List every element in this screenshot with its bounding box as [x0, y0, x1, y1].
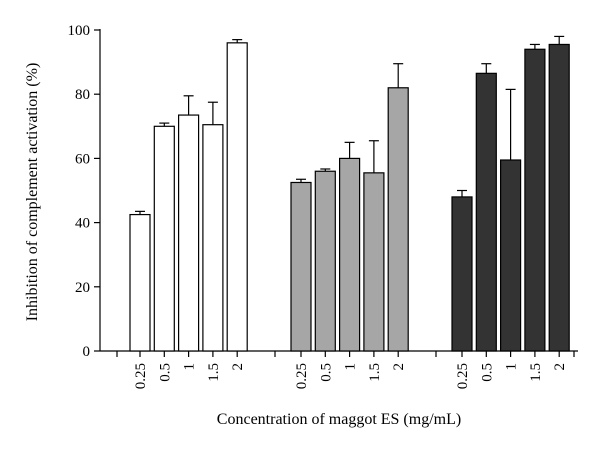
x-tick-label-g3-2: 1 — [504, 363, 520, 371]
error-bars — [135, 35, 565, 215]
bar-g3-0 — [451, 196, 473, 352]
x-tick-label-g3-3: 1.5 — [528, 363, 544, 382]
x-tick-label-g1-3: 1.5 — [206, 363, 222, 382]
bar-g3-1 — [475, 72, 497, 352]
bar-g2-2 — [339, 157, 361, 352]
x-axis — [100, 350, 578, 357]
bar-g3-2 — [500, 159, 522, 352]
y-tick-label-1: 20 — [75, 280, 90, 296]
x-tick-label-g1-2: 1 — [182, 363, 198, 371]
y-tick-label-2: 40 — [75, 216, 90, 232]
y-tick-label-0: 0 — [83, 344, 91, 360]
x-tick-label-g3-0: 0.25 — [455, 363, 471, 389]
y-tick-label-5: 100 — [68, 23, 91, 39]
x-tick-label-g2-3: 1.5 — [367, 363, 383, 382]
x-tick-label-g2-0: 0.25 — [294, 363, 310, 389]
x-tick-label-g2-4: 2 — [391, 363, 407, 371]
y-axis-title: Inhibition of complement activation (%) — [24, 63, 41, 322]
bar-g3-3 — [524, 48, 546, 352]
bars — [129, 42, 570, 352]
bar-g2-4 — [387, 87, 409, 352]
bar-g1-1 — [153, 125, 175, 352]
bar-g1-2 — [178, 114, 200, 352]
bar-g1-4 — [226, 42, 248, 352]
bar-g2-3 — [363, 172, 385, 352]
x-tick-labels: 0.25 0.5 1 1.5 2 0.25 0.5 1 1.5 2 0.25 0.5 1 1.5 2 — [133, 363, 568, 389]
bar-g2-0 — [290, 181, 312, 352]
x-tick-label-g3-1: 0.5 — [479, 363, 495, 382]
y-axis: 0 20 40 60 80 100 — [68, 23, 101, 360]
x-tick-label-g2-2: 1 — [343, 363, 359, 371]
x-tick-label-g1-4: 2 — [230, 363, 246, 371]
x-tick-label-g2-1: 0.5 — [318, 363, 334, 382]
y-tick-label-3: 60 — [75, 151, 90, 167]
x-tick-label-g1-1: 0.5 — [157, 363, 173, 382]
bar-g2-1 — [314, 170, 336, 352]
x-tick-label-g3-4: 2 — [552, 363, 568, 371]
bar-g1-3 — [202, 124, 224, 352]
x-tick-label-g1-0: 0.25 — [133, 363, 149, 389]
bar-g3-4 — [548, 43, 570, 352]
bar-g1-0 — [129, 213, 151, 352]
x-axis-title: Concentration of maggot ES (mg/mL) — [217, 411, 461, 428]
y-tick-label-4: 80 — [75, 87, 90, 103]
